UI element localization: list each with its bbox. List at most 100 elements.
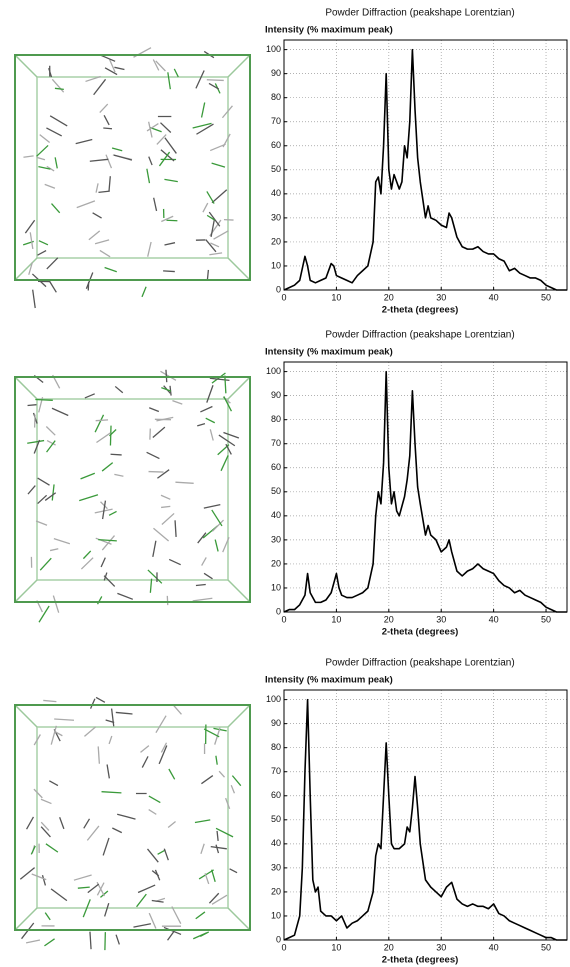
y-axis-label: Intensity (% maximum peak) [265,347,393,358]
molecule-bond [232,776,240,786]
molecule-bond [27,817,34,829]
molecule-bond [52,484,54,500]
molecule-bond [30,232,33,249]
molecule-bond [102,463,113,471]
chart-title: Powder Diffraction (peakshape Lorentzian… [325,330,514,341]
molecule-bond [103,128,112,129]
molecule-bond [210,378,230,380]
molecule-bond [210,144,225,150]
y-tick-label: 50 [271,814,281,824]
molecule-bond [109,176,110,191]
molecule-bond [105,903,109,916]
molecule-bond [20,868,34,880]
molecule-bond [112,148,122,151]
molecule-bond [149,796,160,803]
molecule-bond [175,482,193,483]
unit-cell-edge [15,258,37,280]
x-axis-label: 2-theta (degrees) [382,627,459,638]
molecule-bond [45,184,55,188]
y-tick-label: 20 [271,886,281,896]
molecule-bond [172,906,181,923]
molecule-bond [102,792,122,793]
molecule-bond [46,426,55,435]
molecule-bond [103,838,109,855]
y-tick-label: 80 [271,742,281,752]
molecule-bond [141,746,149,753]
molecule-bond [157,135,166,145]
unit-cell-edge [228,377,250,399]
molecule-bond [114,474,123,476]
molecule-bond [204,505,220,508]
y-tick-label: 10 [271,582,281,592]
molecule-bond [104,115,109,125]
molecule-bond [147,452,160,458]
crystal-structure [15,370,250,623]
molecule-bond [95,240,109,244]
unit-cell-edge [228,908,250,930]
molecule-bond [38,495,47,503]
molecule-bond [142,756,148,767]
x-tick-label: 50 [541,942,551,952]
molecule-bond [168,932,174,940]
plot-frame [284,690,567,940]
molecule-bond [149,408,159,412]
molecule-bond [45,913,50,920]
molecule-bond [200,932,208,936]
molecule-bond [81,558,93,569]
plot-frame [284,362,567,612]
y-tick-label: 50 [271,164,281,174]
molecule-bond [168,822,175,828]
molecule-bond [100,250,110,256]
y-tick-label: 30 [271,862,281,872]
molecule-bond [54,539,70,544]
molecule-bond [49,781,58,786]
molecule-bond [216,828,233,837]
molecule-bond [89,231,100,240]
molecule-bond [25,220,34,233]
molecule-bond [221,455,228,470]
x-tick-label: 50 [541,614,551,624]
unit-cell-edge [228,580,250,602]
molecule-bond [88,884,99,893]
y-tick-label: 30 [271,534,281,544]
molecule-bond [28,486,35,495]
unit-cell-edge [15,377,37,399]
molecule-bond [153,427,165,437]
y-axis-label: Intensity (% maximum peak) [265,675,393,686]
molecule-bond [209,212,220,226]
molecule-bond [147,169,150,183]
molecule-bond [43,700,56,701]
molecule-bond [37,157,45,159]
molecule-bond [116,712,133,714]
y-tick-label: 10 [271,910,281,920]
molecule-bond [160,123,170,133]
molecule-bond [96,420,108,421]
molecule-bond [52,408,68,415]
x-tick-label: 20 [384,614,394,624]
molecule-bond [55,157,57,168]
molecule-bond [142,287,146,297]
molecule-bond [81,473,95,479]
molecule-bond [44,939,54,946]
molecule-bond [148,570,162,583]
molecule-bond [94,79,106,94]
molecule-bond [84,727,95,737]
molecule-bond [116,935,119,945]
y-tick-label: 40 [271,188,281,198]
unit-cell-back [37,399,228,580]
y-tick-label: 70 [271,116,281,126]
molecule-bond [205,873,209,884]
molecule-bond [203,203,208,212]
x-axis-label: 2-theta (degrees) [382,305,459,316]
molecule-bond [204,573,212,578]
x-tick-label: 40 [489,292,499,302]
molecule-bond [106,155,111,168]
molecule-bond [163,271,175,272]
molecule-bond [169,559,180,564]
y-tick-label: 80 [271,414,281,424]
y-tick-label: 90 [271,68,281,78]
molecule-bond [77,201,95,208]
chart-title: Powder Diffraction (peakshape Lorentzian… [325,658,514,669]
unit-cell-edge [15,580,37,602]
molecule-bond [169,769,175,779]
